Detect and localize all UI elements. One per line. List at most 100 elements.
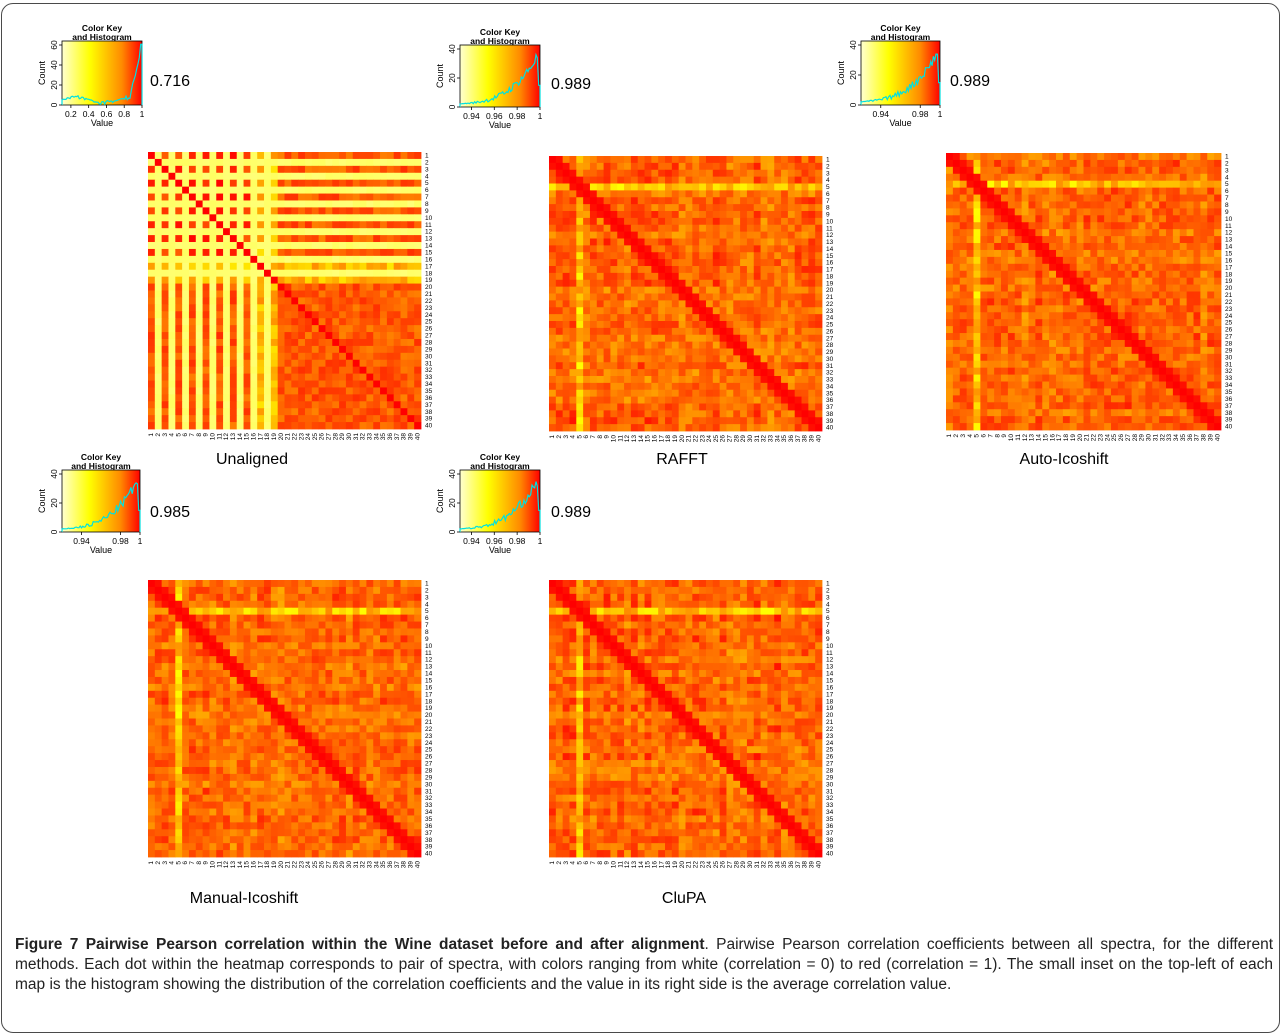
heatmap-cell [1090, 333, 1098, 341]
heatmap-cell [325, 242, 333, 250]
heatmap-cell [576, 314, 584, 322]
heatmap-cell [236, 352, 244, 361]
heatmap-cell [1117, 222, 1126, 230]
heatmap-cell [1014, 360, 1023, 369]
heatmap-cell [980, 388, 988, 396]
heatmap-cell [959, 263, 968, 272]
heatmap-row-label: 5 [826, 184, 830, 191]
heatmap-cell [1028, 243, 1036, 251]
heatmap-cell [1076, 416, 1084, 424]
heatmap-cell [373, 352, 381, 361]
heatmap-cell [243, 221, 251, 229]
heatmap-cell [1090, 346, 1098, 355]
heatmap-cell [216, 325, 224, 333]
heatmap-cell [414, 422, 422, 430]
heatmap-cell [794, 341, 802, 349]
heatmap-cell [624, 314, 632, 322]
heatmap-cell [1152, 284, 1160, 292]
heatmap-cell [291, 235, 299, 243]
heatmap-cell [386, 415, 395, 423]
heatmap-cell [298, 332, 306, 340]
heatmap-cell [161, 228, 169, 236]
heatmap-cell [1179, 194, 1188, 202]
heatmap-cell [987, 339, 995, 348]
heatmap-cell [168, 235, 176, 243]
heatmap-cell [1111, 360, 1119, 369]
heatmap-cell [393, 380, 401, 388]
heatmap-cell [339, 172, 347, 181]
heatmap-cell [671, 156, 680, 164]
heatmap-cell [195, 338, 204, 347]
heatmap-cell [719, 396, 727, 404]
heatmap-cell [712, 190, 721, 198]
heatmap-cell [1035, 416, 1043, 424]
heatmap-cell [1021, 194, 1029, 202]
heatmap-cell [726, 176, 734, 184]
heatmap-cell [1193, 173, 1201, 182]
heatmap-cell [339, 214, 347, 222]
heatmap-cell [195, 207, 204, 215]
heatmap-cell [1001, 416, 1009, 424]
heatmap-cell [1035, 256, 1043, 265]
heatmap-cell [1001, 187, 1009, 195]
heatmap-cell [380, 214, 388, 222]
heatmap-cell [1138, 270, 1146, 279]
heatmap-cell [808, 211, 816, 219]
heatmap-cell [685, 417, 693, 425]
heatmap-cell [304, 325, 313, 333]
heatmap-cell [209, 172, 217, 181]
heatmap-cell [223, 373, 231, 381]
heatmap-cell [1117, 159, 1126, 168]
heatmap-cell [168, 394, 176, 402]
heatmap-cell [175, 186, 183, 194]
heatmap-row-label: 34 [826, 383, 834, 390]
heatmap-cell [617, 314, 625, 322]
heatmap-cell [202, 311, 210, 319]
heatmap-cell [311, 269, 320, 278]
heatmap-cell [576, 382, 584, 391]
heatmap-cell [1124, 402, 1133, 410]
heatmap-cell [1090, 305, 1098, 313]
heatmap-cell [195, 352, 204, 361]
heatmap-cell [794, 183, 802, 191]
heatmap-cell [202, 332, 210, 340]
heatmap-row-label: 19 [826, 280, 834, 287]
heatmap-cell [719, 183, 727, 191]
heatmap-cell [380, 394, 388, 402]
heatmap-cell [168, 283, 176, 291]
heatmap-cell [610, 266, 618, 274]
heatmap-cell [740, 279, 748, 288]
heatmap-cell [243, 276, 251, 284]
heatmap-col-label: 8 [196, 433, 203, 437]
heatmap-cell [699, 266, 707, 274]
heatmap-row-label: 21 [826, 294, 834, 301]
heatmap-cell [787, 211, 796, 219]
heatmap-col-label: 22 [291, 433, 298, 441]
heatmap-cell [767, 348, 775, 356]
heatmap-cell [373, 255, 381, 264]
heatmap-cell [966, 305, 974, 313]
heatmap-cell [733, 396, 741, 404]
heatmap-cell [1056, 222, 1064, 230]
heatmap-cell [1159, 194, 1167, 202]
heatmap-cell [236, 214, 244, 222]
heatmap-cell [1090, 194, 1098, 202]
heatmap-cell [1049, 187, 1057, 195]
heatmap-cell [952, 263, 961, 272]
heatmap-cell [1090, 187, 1098, 195]
heatmap-cell [596, 231, 604, 239]
heatmap-cell [318, 179, 326, 188]
heatmap-cell [589, 190, 598, 198]
heatmap-cell [658, 156, 666, 164]
heatmap-cell [1007, 187, 1016, 195]
heatmap-cell [195, 380, 204, 388]
heatmap-cell [658, 286, 666, 294]
heatmap-cell [182, 276, 190, 284]
heatmap-cell [1138, 173, 1146, 182]
heatmap-cell [202, 359, 210, 368]
heatmap-cell [1159, 298, 1167, 306]
heatmap-cell [1001, 159, 1009, 168]
heatmap-cell [366, 338, 374, 347]
heatmap-cell [712, 156, 721, 164]
heatmap-cell [596, 314, 604, 322]
